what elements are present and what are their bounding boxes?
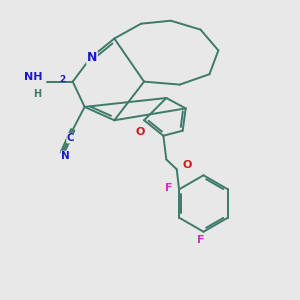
Text: O: O	[136, 127, 145, 136]
Text: F: F	[165, 183, 172, 193]
Text: NH: NH	[25, 72, 43, 82]
Text: N: N	[87, 51, 97, 64]
Text: F: F	[197, 235, 204, 245]
Text: H: H	[33, 88, 41, 98]
Text: N: N	[61, 151, 70, 161]
Text: 2: 2	[59, 75, 66, 84]
Text: O: O	[183, 160, 192, 170]
Text: C: C	[67, 133, 74, 143]
